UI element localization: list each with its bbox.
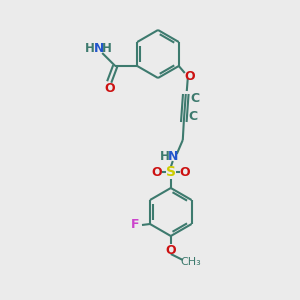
Text: O: O <box>179 166 190 178</box>
Text: C: C <box>190 92 199 106</box>
Text: H: H <box>102 43 112 56</box>
Text: O: O <box>166 244 176 256</box>
Text: O: O <box>152 166 162 178</box>
Text: N: N <box>94 43 104 56</box>
Text: H: H <box>160 151 170 164</box>
Text: O: O <box>104 82 115 95</box>
Text: CH₃: CH₃ <box>180 257 201 267</box>
Text: H: H <box>85 43 95 56</box>
Text: N: N <box>168 151 178 164</box>
Text: O: O <box>184 70 195 83</box>
Text: S: S <box>166 165 176 179</box>
Text: F: F <box>131 218 139 232</box>
Text: C: C <box>188 110 197 124</box>
